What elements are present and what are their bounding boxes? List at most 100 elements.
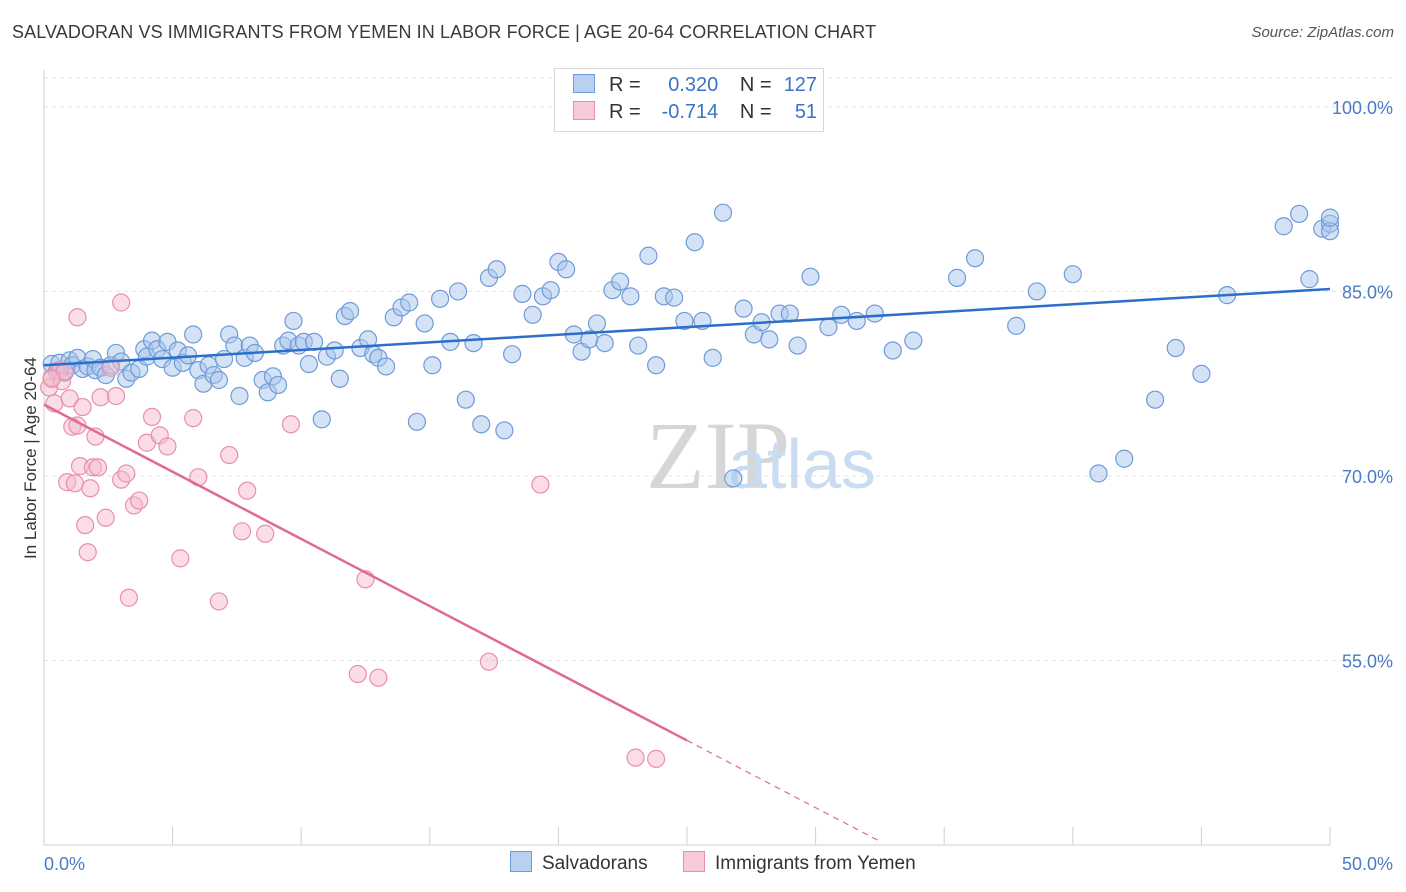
legend-swatch-blue: [573, 74, 595, 93]
yemen-point: [171, 549, 190, 568]
salvadorans-point: [788, 336, 807, 355]
yemen-point: [184, 409, 203, 428]
salvadorans-point: [513, 284, 532, 303]
x-tick-label: 0.0%: [44, 854, 85, 874]
salvadorans-point: [587, 314, 607, 333]
salvadorans-point: [947, 268, 967, 287]
salvadorans-point: [904, 331, 923, 350]
salvadorans-point: [487, 260, 506, 279]
salvadorans-point: [299, 354, 319, 374]
bottom-legend-label: Immigrants from Yemen: [715, 853, 916, 874]
yemen-point: [238, 481, 257, 500]
salvadorans-point: [639, 246, 658, 265]
yemen-point: [117, 464, 136, 483]
salvadorans-point: [1274, 217, 1293, 236]
grid-lines: [44, 77, 1394, 661]
salvadorans-point: [209, 370, 228, 390]
salvadorans-point: [376, 357, 396, 376]
salvadorans-point: [284, 311, 303, 331]
salvadorans-point: [724, 469, 743, 488]
yemen-point: [91, 388, 110, 407]
salvadorans-point: [472, 415, 491, 434]
salvadorans-point: [1290, 204, 1309, 224]
salvadorans-point: [184, 325, 203, 344]
salvadorans-point: [1320, 208, 1340, 227]
salvadorans-point: [883, 341, 902, 360]
yemen-point: [158, 437, 177, 456]
legend-n-label: N =: [739, 101, 772, 123]
yemen-points: [40, 293, 666, 768]
axes: [43, 70, 1331, 846]
salvadorans-point: [703, 348, 722, 367]
yemen-point: [142, 407, 162, 427]
legend-r-label: R =: [609, 74, 641, 96]
yemen-point: [119, 588, 138, 607]
salvadorans-point: [415, 314, 434, 333]
yemen-point: [232, 522, 252, 541]
salvadorans-point: [647, 356, 666, 375]
legend-r-value: -0.714: [661, 101, 719, 123]
legend-row-yemen: R = -0.714 N = 51: [573, 101, 817, 129]
yemen-point: [256, 524, 275, 543]
salvadorans-point: [230, 386, 249, 406]
salvadorans-point: [629, 336, 648, 355]
salvadorans-point: [330, 369, 349, 388]
salvadorans-point: [464, 333, 483, 353]
bottom-legend-yemen: Immigrants from Yemen: [683, 851, 916, 875]
stats-legend: R = 0.320 N = 127 R = -0.714 N = 51: [554, 68, 824, 132]
yemen-trend-extension: [686, 739, 881, 842]
tick-labels: 55.0% 70.0% 85.0% 100.0% 0.0% 50.0%: [44, 98, 1393, 874]
yemen-point: [479, 652, 499, 671]
salvadorans-point: [1300, 270, 1319, 289]
yemen-point: [81, 479, 100, 498]
salvadorans-point: [448, 282, 468, 301]
salvadorans-point: [965, 249, 985, 268]
watermark-atlas: atlas: [728, 425, 876, 503]
yemen-point: [348, 664, 367, 684]
salvadorans-point: [675, 311, 694, 331]
salvadorans-point: [423, 356, 442, 375]
yemen-point: [106, 386, 126, 406]
salvadorans-point: [541, 281, 560, 300]
yemen-point: [65, 474, 84, 493]
salvadorans-point: [312, 410, 331, 429]
salvadorans-point: [760, 330, 779, 349]
salvadorans-point: [400, 293, 419, 312]
salvadorans-point: [340, 302, 360, 321]
trend-lines: [43, 287, 1331, 842]
bottom-legend-swatch-blue: [510, 851, 532, 872]
yemen-point: [647, 749, 666, 768]
salvadorans-point: [685, 233, 704, 252]
salvadorans-point: [1063, 265, 1082, 284]
salvadorans-point: [832, 305, 851, 324]
salvadorans-point: [1089, 464, 1108, 483]
chart-title: SALVADORAN VS IMMIGRANTS FROM YEMEN IN L…: [12, 22, 877, 42]
yemen-point: [220, 445, 239, 465]
yemen-point: [209, 592, 228, 611]
yemen-point: [60, 389, 79, 408]
yemen-point: [281, 415, 301, 434]
bottom-legend-salvadorans: Salvadorans: [510, 851, 648, 875]
salvadorans-point: [1007, 316, 1026, 335]
legend-r-value: 0.320: [668, 74, 719, 96]
yemen-point: [531, 475, 550, 494]
salvadorans-point: [503, 345, 522, 364]
salvadorans-point: [1115, 449, 1134, 468]
salvadorans-point: [734, 299, 753, 318]
bottom-legend-swatch-pink: [683, 851, 705, 872]
yemen-point: [73, 397, 92, 417]
salvadorans-point: [665, 288, 684, 307]
salvadorans-trend-line: [43, 287, 1331, 367]
y-tick-label: 55.0%: [1342, 651, 1393, 671]
salvadorans-point: [801, 267, 820, 286]
yemen-point: [626, 748, 645, 767]
salvadorans-point: [1166, 338, 1185, 358]
salvadorans-point: [819, 318, 838, 337]
yemen-point: [68, 308, 87, 327]
yemen-point: [130, 491, 149, 510]
legend-swatch-pink: [573, 101, 595, 120]
salvadorans-point: [495, 421, 514, 440]
yemen-point: [369, 668, 388, 687]
salvadorans-point: [268, 375, 288, 395]
